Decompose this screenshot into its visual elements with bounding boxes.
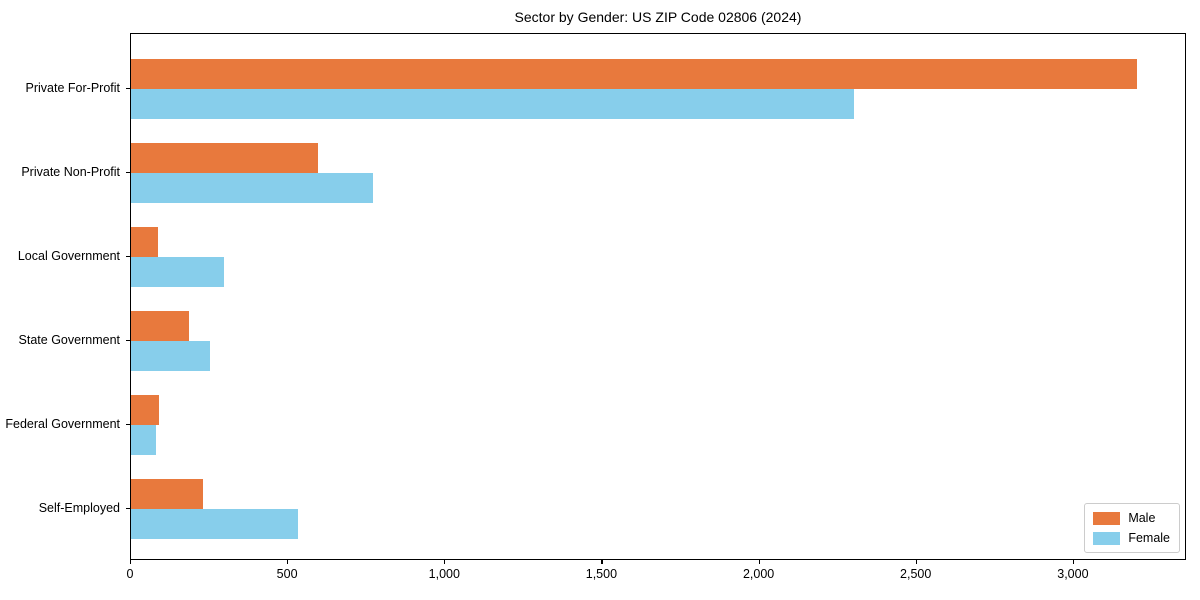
x-tick	[915, 560, 917, 564]
x-tick	[601, 560, 603, 564]
male-swatch	[1093, 511, 1121, 525]
y-tick	[126, 508, 130, 510]
bar-male-state-government	[131, 311, 190, 341]
bar-male-self-employed	[131, 479, 204, 509]
x-tick-label: 0	[126, 567, 134, 581]
y-axis-label: Private Non-Profit	[21, 165, 120, 179]
x-tick	[130, 560, 132, 564]
y-tick	[126, 172, 130, 174]
x-tick	[758, 560, 760, 564]
y-axis-label: Local Government	[17, 249, 120, 263]
bar-female-private-non-profit	[131, 173, 373, 203]
female-swatch	[1093, 531, 1121, 545]
legend-row-male: Male	[1093, 511, 1170, 525]
x-tick-label: 500	[276, 567, 298, 581]
bar-male-private-non-profit	[131, 143, 318, 173]
y-axis-label: State Government	[18, 333, 120, 347]
bar-male-local-government	[131, 227, 158, 257]
y-axis-label: Federal Government	[5, 417, 120, 431]
y-tick	[126, 424, 130, 426]
bar-female-self-employed	[131, 509, 298, 539]
bar-male-federal-government	[131, 395, 160, 425]
bar-female-state-government	[131, 341, 210, 371]
y-tick	[126, 256, 130, 258]
y-tick	[126, 88, 130, 90]
y-tick	[126, 340, 130, 342]
plot-area: Male Female	[130, 33, 1186, 560]
x-tick	[1072, 560, 1075, 564]
bar-male-private-for-profit	[131, 59, 1137, 89]
x-tick-label: 3,000	[1057, 567, 1089, 581]
chart-title: Sector by Gender: US ZIP Code 02806 (202…	[514, 9, 802, 25]
legend-row-female: Female	[1093, 531, 1170, 545]
y-axis-label: Private For-Profit	[25, 81, 120, 95]
x-tick	[444, 560, 446, 564]
x-tick-label: 2,500	[900, 567, 932, 581]
y-axis-label: Self-Employed	[38, 501, 120, 515]
x-tick-label: 1,000	[428, 567, 460, 581]
legend-label-female: Female	[1128, 531, 1170, 545]
bar-female-federal-government	[131, 425, 157, 455]
bars-layer	[131, 34, 1185, 559]
bar-female-local-government	[131, 257, 224, 287]
x-tick	[287, 560, 289, 564]
x-tick-label: 2,000	[742, 567, 775, 581]
legend: Male Female	[1084, 503, 1180, 553]
x-tick-label: 1,500	[585, 567, 618, 581]
bar-female-private-for-profit	[131, 89, 854, 119]
legend-label-male: Male	[1128, 511, 1156, 525]
